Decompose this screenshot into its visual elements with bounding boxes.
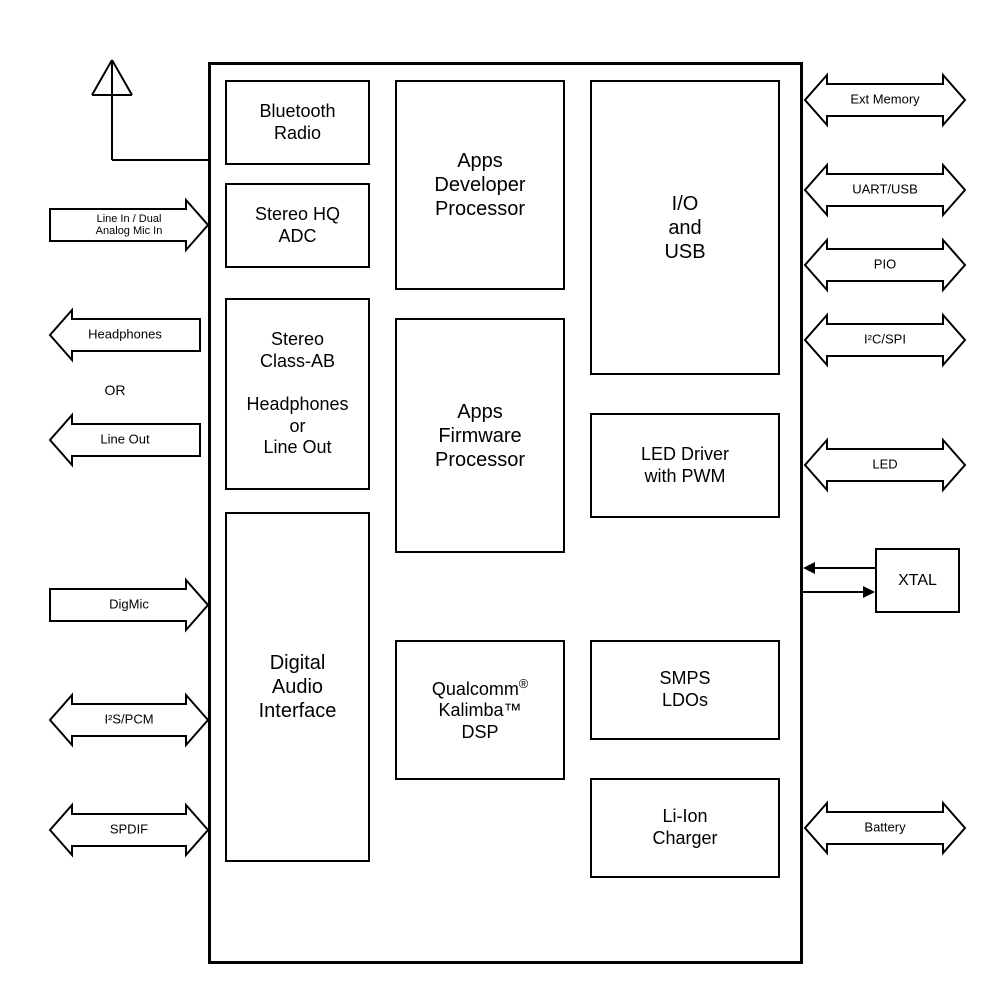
xtal-arrows (0, 0, 900, 650)
block-diagram: BluetoothRadio Stereo HQADC StereoClass-… (0, 0, 1000, 1000)
arrow-label-battery: Battery (864, 819, 906, 834)
